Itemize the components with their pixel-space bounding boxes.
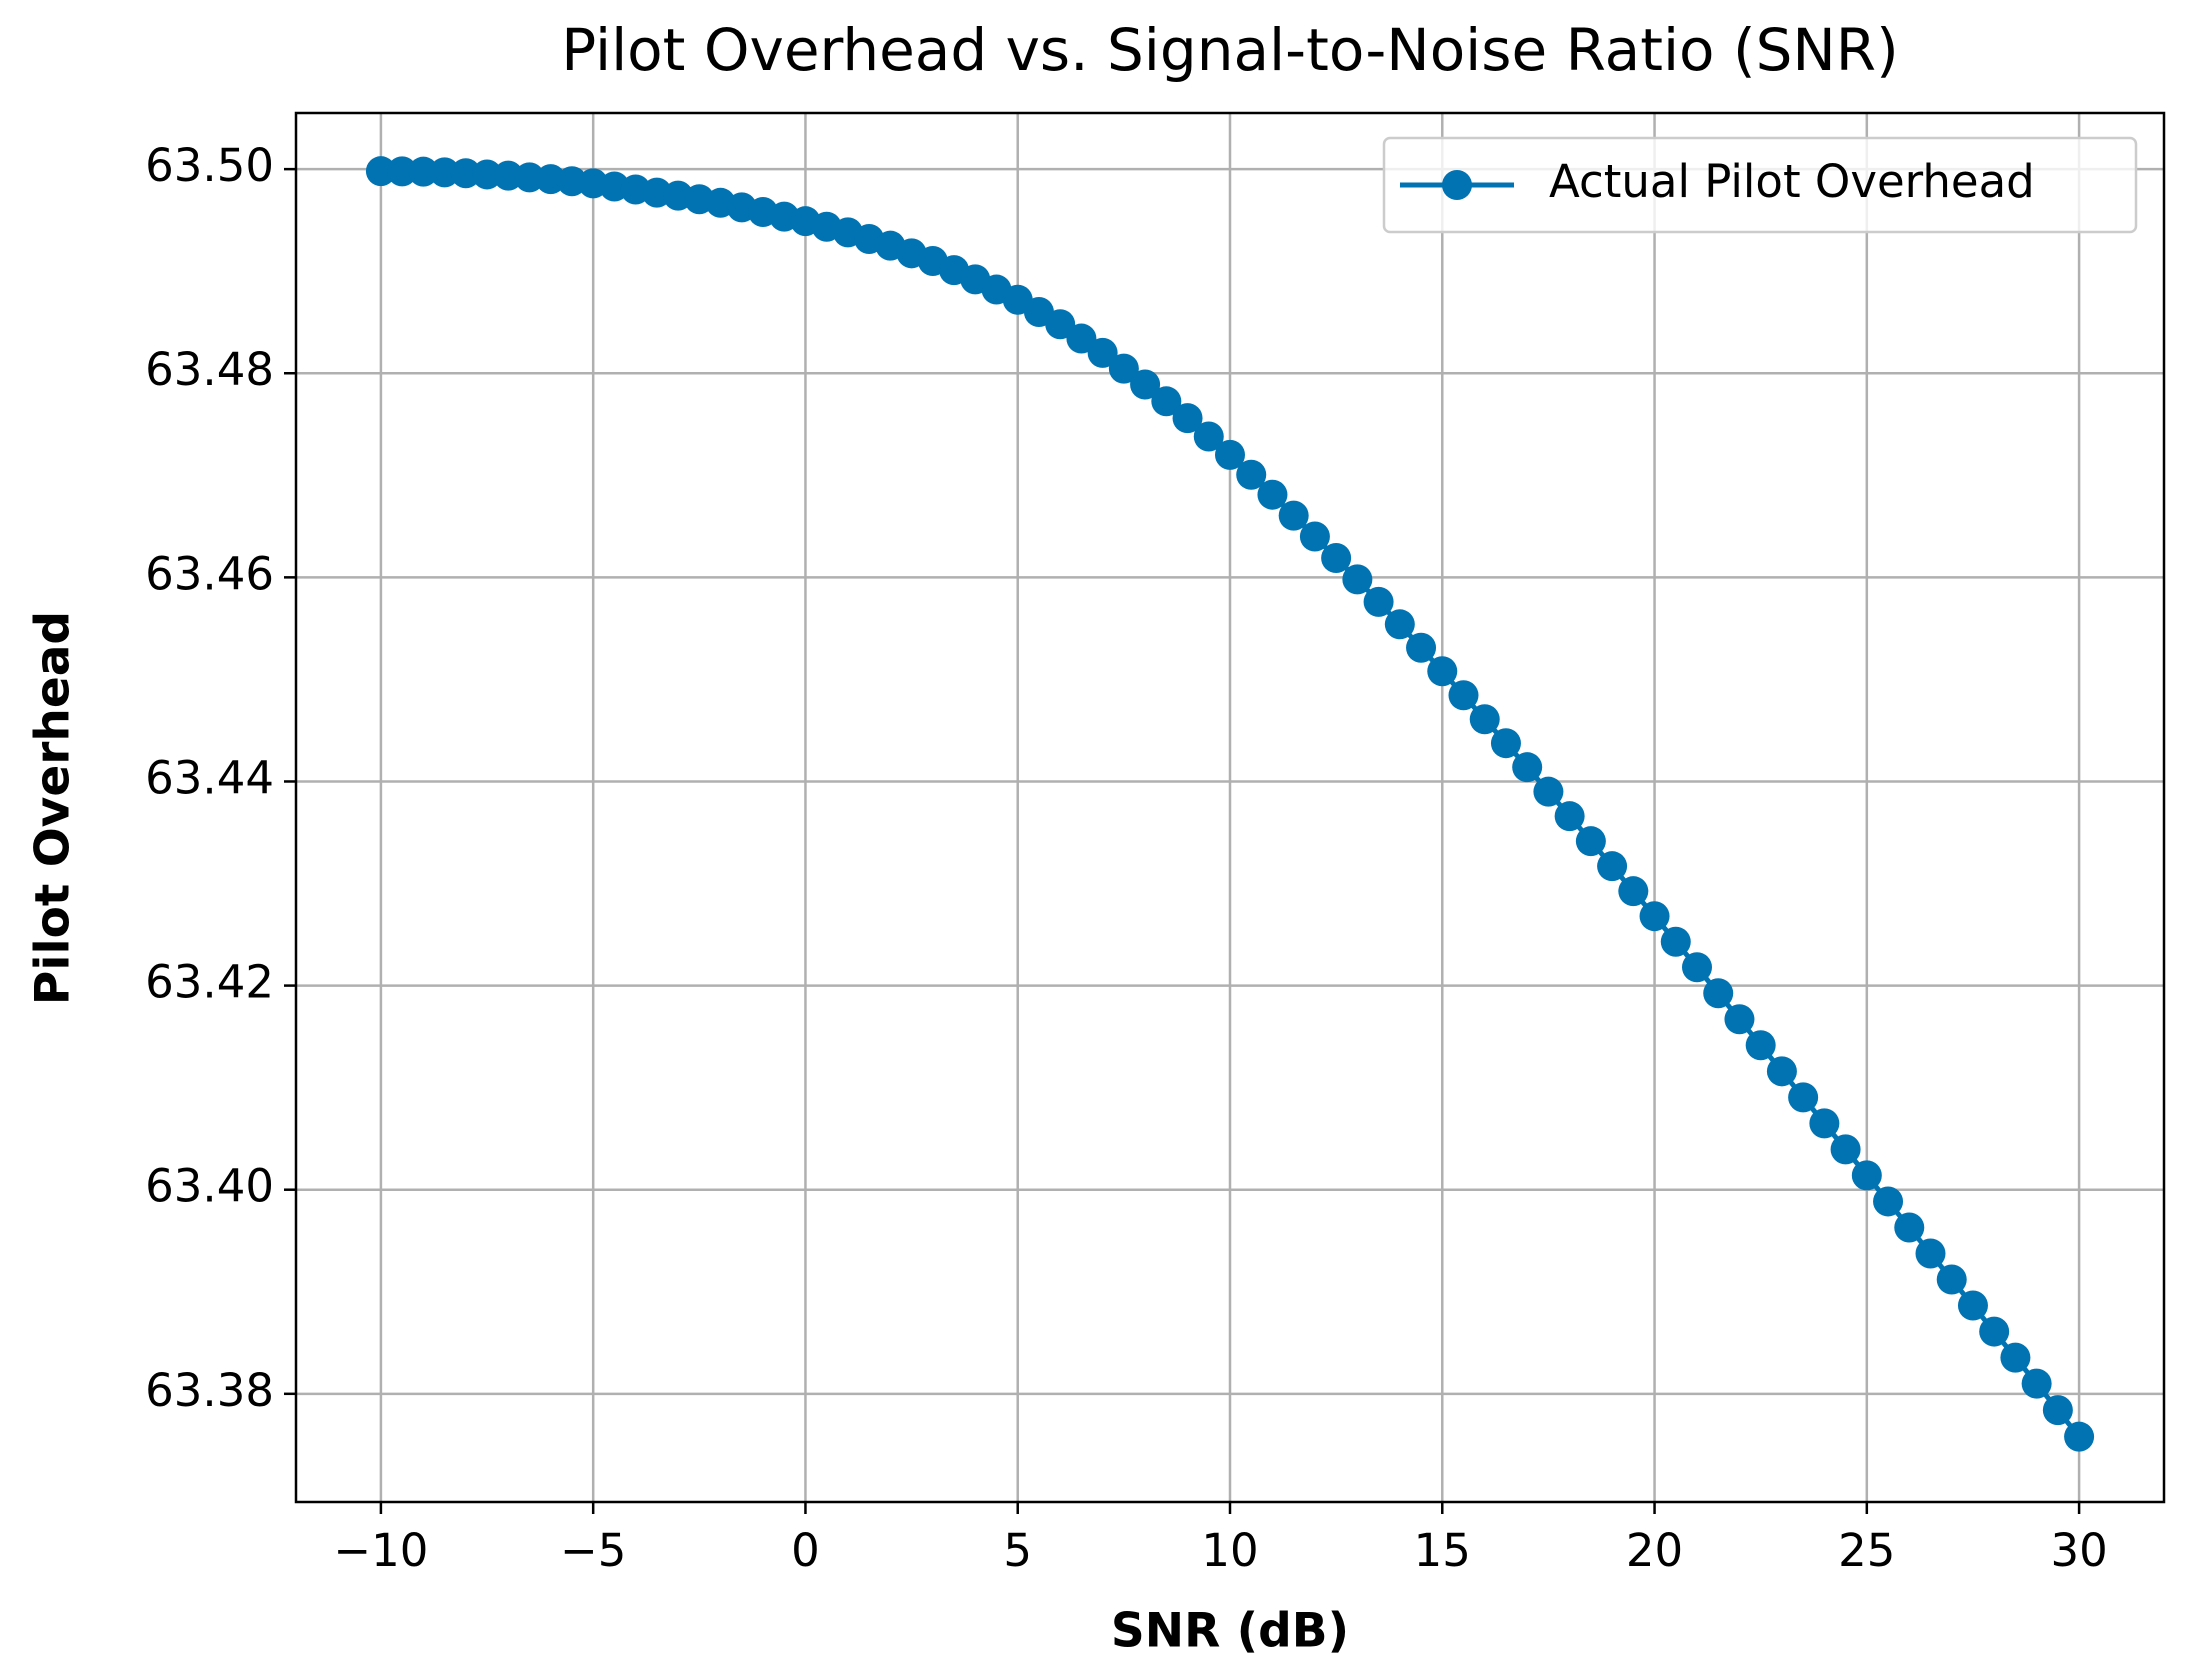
data-point: [1660, 926, 1691, 957]
y-tick-label: 63.46: [145, 547, 274, 600]
data-point: [1215, 439, 1245, 470]
data-point: [472, 159, 503, 190]
chart-title: Pilot Overhead vs. Signal-to-Noise Ratio…: [561, 16, 1898, 84]
y-tick-label: 63.40: [145, 1160, 274, 1213]
data-point: [1236, 459, 1267, 490]
data-point: [365, 156, 396, 187]
data-point: [2021, 1368, 2052, 1399]
data-point: [1066, 323, 1097, 354]
x-tick-label: 30: [2050, 1524, 2107, 1577]
data-point: [1618, 876, 1649, 907]
legend-label: Actual Pilot Overhead: [1549, 155, 2035, 208]
data-point: [1384, 609, 1415, 640]
data-point: [1575, 826, 1606, 857]
legend-marker: [1442, 170, 1472, 200]
data-point: [1533, 776, 1564, 807]
data-point: [1745, 1030, 1776, 1061]
data-point: [1766, 1056, 1797, 1087]
legend-box: [1382, 136, 2138, 234]
data-point: [1639, 901, 1670, 932]
data-point: [1321, 542, 1352, 573]
data-point: [408, 156, 439, 187]
x-tick-label: 25: [1838, 1524, 1895, 1577]
x-tick-label: 0: [791, 1524, 820, 1577]
x-tick-label: 10: [1201, 1524, 1258, 1577]
plot-frame: [294, 111, 2166, 1504]
y-tick-label: 63.50: [145, 139, 274, 192]
data-point: [1554, 801, 1585, 832]
x-axis-label: SNR (dB): [1111, 1604, 1349, 1659]
data-point: [2064, 1421, 2095, 1452]
data-point: [1873, 1186, 1904, 1217]
y-tick-label: 63.38: [145, 1364, 274, 1417]
data-point: [1257, 479, 1288, 510]
data-point: [1915, 1238, 1946, 1269]
y-axis-label: Pilot Overhead: [26, 611, 81, 1005]
y-tick-label: 63.44: [145, 751, 274, 804]
data-point: [1597, 851, 1628, 882]
data-point: [1490, 728, 1521, 759]
x-tick-label: 15: [1414, 1524, 1471, 1577]
data-point: [2000, 1342, 2031, 1373]
data-point: [1299, 521, 1330, 552]
data-point: [1427, 656, 1458, 687]
data-point: [1193, 421, 1224, 452]
data-point: [2042, 1395, 2073, 1426]
data-point: [1894, 1212, 1925, 1243]
data-point: [387, 156, 418, 187]
x-tick-label: −10: [333, 1524, 428, 1577]
data-point: [1512, 752, 1543, 783]
y-tick-label: 63.42: [145, 956, 274, 1009]
data-point: [1045, 309, 1076, 340]
x-tick-label: 5: [1003, 1524, 1032, 1577]
data-point: [1703, 978, 1734, 1009]
data-point: [1172, 403, 1203, 434]
data-point: [1151, 386, 1182, 417]
data-point: [1363, 586, 1394, 617]
data-point: [429, 157, 460, 188]
data-point: [1936, 1264, 1967, 1295]
data-point: [1724, 1004, 1755, 1035]
data-point: [1788, 1082, 1819, 1113]
x-tick-label: −5: [560, 1524, 626, 1577]
data-point: [1957, 1290, 1988, 1321]
data-point: [1851, 1160, 1882, 1191]
x-tick-label: 20: [1626, 1524, 1683, 1577]
data-point: [1087, 337, 1118, 368]
data-point: [1342, 564, 1373, 595]
data-point: [1448, 680, 1479, 711]
data-point: [1278, 500, 1309, 531]
data-point: [1682, 952, 1712, 983]
y-tick-label: 63.48: [145, 343, 274, 396]
data-point: [1469, 704, 1500, 735]
data-point: [1809, 1108, 1840, 1139]
data-point: [1979, 1316, 2010, 1347]
data-point: [1406, 632, 1437, 663]
data-point: [450, 158, 481, 189]
data-point: [1130, 369, 1161, 400]
data-point: [1108, 353, 1139, 384]
data-point: [1830, 1134, 1861, 1165]
